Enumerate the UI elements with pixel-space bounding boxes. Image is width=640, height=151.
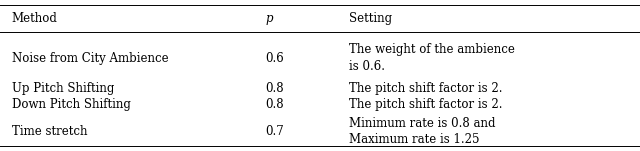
Text: 0.8: 0.8 xyxy=(266,82,284,95)
Text: Time stretch: Time stretch xyxy=(12,125,87,138)
Text: Minimum rate is 0.8 and
Maximum rate is 1.25: Minimum rate is 0.8 and Maximum rate is … xyxy=(349,117,495,146)
Text: Down Pitch Shifting: Down Pitch Shifting xyxy=(12,98,131,111)
Text: The pitch shift factor is 2.: The pitch shift factor is 2. xyxy=(349,82,502,95)
Text: Up Pitch Shifting: Up Pitch Shifting xyxy=(12,82,114,95)
Text: 0.8: 0.8 xyxy=(266,98,284,111)
Text: The pitch shift factor is 2.: The pitch shift factor is 2. xyxy=(349,98,502,111)
Text: Method: Method xyxy=(12,12,58,25)
Text: 0.6: 0.6 xyxy=(266,52,284,65)
Text: p: p xyxy=(266,12,273,25)
Text: 0.7: 0.7 xyxy=(266,125,284,138)
Text: Setting: Setting xyxy=(349,12,392,25)
Text: The weight of the ambience
is 0.6.: The weight of the ambience is 0.6. xyxy=(349,43,515,73)
Text: Noise from City Ambience: Noise from City Ambience xyxy=(12,52,168,65)
